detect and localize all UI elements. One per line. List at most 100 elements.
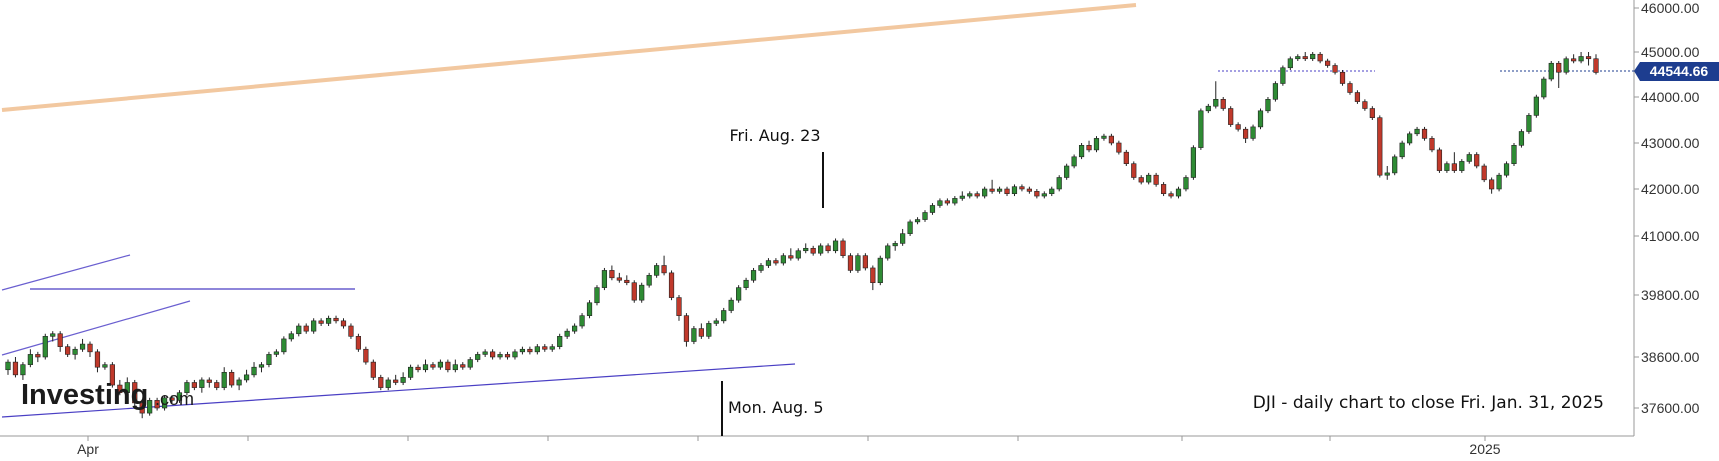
candle-up (1518, 131, 1525, 146)
candle-up (1190, 147, 1197, 178)
candle-down (132, 382, 138, 404)
candle-up (5, 361, 11, 371)
candle-down (825, 245, 831, 252)
candle-up (1213, 99, 1219, 107)
candle-up (79, 343, 86, 350)
candle-up (176, 392, 183, 401)
y-tick-label: 37600.00 (1641, 400, 1700, 416)
candle-up (803, 247, 809, 252)
annotation-fri-aug-23: Fri. Aug. 23 (729, 126, 820, 145)
candle-down (542, 346, 548, 350)
candle-down (1489, 179, 1495, 190)
candle-up (1548, 62, 1554, 80)
candle-down (1429, 138, 1435, 151)
candle-up (937, 200, 943, 206)
candle-down (1034, 191, 1040, 197)
candle-down (340, 320, 347, 327)
candle-up (1064, 165, 1070, 178)
candle-down (1131, 163, 1137, 178)
candle-up (900, 233, 906, 244)
candle-up (1295, 56, 1301, 60)
candle-down (333, 317, 339, 322)
candle-down (117, 384, 123, 393)
candle-up (907, 221, 913, 234)
candle-up (20, 364, 26, 376)
candle-down (490, 351, 496, 358)
candle-down (229, 371, 235, 386)
annotation-mon-aug-5: Mon. Aug. 5 (728, 398, 824, 417)
candle-down (1571, 58, 1577, 62)
candle-up (296, 325, 302, 335)
candle-up (557, 336, 563, 347)
candle-down (363, 348, 369, 363)
candle-down (862, 255, 868, 269)
candle-down (1235, 124, 1241, 130)
candle-up (1078, 145, 1085, 158)
candle-up (266, 354, 272, 365)
candle-down (303, 325, 309, 332)
candle-up (512, 351, 518, 358)
candle-down (191, 382, 197, 388)
candle-up (877, 257, 883, 284)
candle-up (385, 379, 391, 388)
candle-up (407, 366, 414, 378)
candle-down (870, 267, 876, 284)
candle-down (1086, 145, 1092, 151)
x-label-2025: 2025 (1469, 441, 1500, 457)
candle-up (996, 188, 1003, 192)
candle-down (616, 277, 622, 281)
candle-down (989, 188, 995, 192)
candle-up (728, 299, 734, 311)
investing-logo: Investing .com (21, 379, 194, 411)
candle-up (1496, 174, 1502, 190)
candle-down (1242, 128, 1249, 139)
price-axis: 46000.00 45000.00 44000.00 43000.00 42000.00… (1634, 0, 1700, 416)
candle-up (199, 379, 205, 388)
candle-up (586, 302, 593, 316)
candle-down (1436, 149, 1443, 171)
candle-down (661, 265, 667, 274)
candle-up (452, 364, 458, 371)
y-tick-label: 44000.00 (1641, 89, 1700, 105)
candle-up (818, 245, 824, 254)
candle-down (609, 270, 615, 279)
last-price-value: 44544.66 (1650, 63, 1709, 79)
candle-up (646, 275, 652, 286)
y-tick-label: 38600.00 (1641, 349, 1700, 365)
candle-up (1392, 156, 1398, 174)
candle-up (475, 354, 481, 360)
candle-down (631, 282, 637, 301)
candle-up (1049, 188, 1055, 194)
candle-down (94, 351, 101, 368)
candle-down (35, 354, 41, 358)
candle-up (534, 346, 540, 353)
y-tick-label: 42000.00 (1641, 181, 1700, 197)
candle-up (236, 379, 242, 386)
candle-up (273, 351, 279, 355)
candle-up (1563, 58, 1569, 73)
candle-up (654, 265, 660, 276)
candle-down (430, 364, 436, 368)
candle-up (1384, 172, 1390, 176)
investing-logo-suffix: .com (155, 389, 194, 409)
candle-up (281, 338, 287, 353)
candle-up (325, 317, 332, 324)
candle-up (72, 348, 78, 355)
candle-down (65, 346, 71, 355)
candle-down (1339, 71, 1346, 84)
candle-down (1317, 53, 1323, 62)
candle-down (1138, 177, 1144, 183)
candle-down (1153, 174, 1159, 185)
candle-down (1593, 58, 1599, 73)
candle-down (169, 397, 175, 401)
candle-down (1004, 188, 1010, 194)
candle-up (1183, 177, 1189, 190)
candle-up (1414, 128, 1420, 135)
last-price-tag: 44544.66 (1634, 62, 1719, 81)
candle-up (27, 354, 33, 365)
candle-down (348, 325, 354, 337)
candle-down (944, 200, 950, 204)
last-price-tag-bg (1634, 62, 1719, 81)
time-axis: Apr 2025 (77, 436, 1501, 457)
